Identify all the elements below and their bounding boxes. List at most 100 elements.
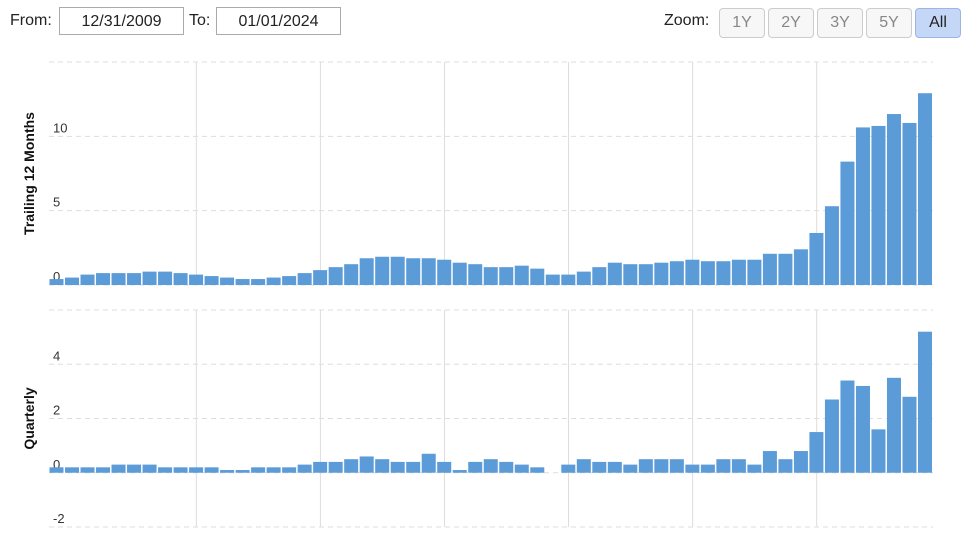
bar [483,267,498,285]
zoom-button[interactable]: 2Y [768,8,814,38]
bar [437,259,452,285]
bar [514,464,529,473]
bar [902,122,917,285]
bar [158,271,173,285]
bar [127,273,142,285]
bar [669,261,684,285]
bar [576,271,591,285]
bar [871,125,886,285]
bar [840,161,855,285]
bar [623,464,638,473]
bar [452,470,467,473]
bar [220,277,235,285]
bar [204,276,219,285]
bar [189,274,204,285]
bar [855,385,870,473]
bar [80,467,95,473]
bar [111,464,126,473]
bar [297,273,312,285]
bar [406,258,421,285]
bar [731,259,746,285]
bar [468,264,483,285]
bar [886,377,901,473]
bar [793,451,808,473]
bar [499,461,514,473]
bar [902,396,917,473]
bar [607,262,622,285]
bar [731,459,746,473]
y-tick-label: 5 [53,195,60,210]
bar [452,262,467,285]
bar [80,274,95,285]
bar [359,258,374,285]
bar [700,261,715,285]
bar [716,261,731,285]
y-axis-label: Quarterly [21,387,37,449]
bar [173,467,188,473]
bar [189,467,204,473]
bar [638,264,653,285]
bar [545,274,560,285]
bar [344,459,359,473]
bar [328,461,343,473]
bar [235,279,250,285]
bar [654,262,669,285]
bar [421,453,436,473]
to-input[interactable]: 01/01/2024 [216,7,341,35]
bar [173,273,188,285]
bar [530,467,545,473]
bar [747,464,762,473]
bar [483,459,498,473]
bar [49,467,64,473]
y-tick-label: 10 [53,120,67,135]
zoom-label: Zoom: [664,12,710,29]
bar [809,432,824,473]
bar [390,461,405,473]
y-tick-label: 0 [53,269,60,284]
bar [406,461,421,473]
bar [793,249,808,285]
bar [762,451,777,473]
bar [669,459,684,473]
zoom-button[interactable]: All [915,8,961,38]
bar [468,461,483,473]
bar [623,264,638,285]
bar [297,464,312,473]
bar [251,467,266,473]
bar [530,268,545,285]
y-tick-label: 2 [53,403,60,418]
bar [111,273,126,285]
bar [809,232,824,285]
bar [592,461,607,473]
bar [917,331,932,473]
bar [855,127,870,285]
bar [638,459,653,473]
bar [514,265,529,285]
bar [313,461,328,473]
bar [282,276,297,285]
bar [700,464,715,473]
bar [142,464,157,473]
from-input[interactable]: 12/31/2009 [59,7,184,35]
y-axis-label: Trailing 12 Months [21,112,37,235]
bar [592,267,607,285]
bar [840,380,855,473]
zoom-button[interactable]: 3Y [817,8,863,38]
bar [747,259,762,285]
bar [235,470,250,473]
y-tick-label: 4 [53,348,60,363]
from-label: From: [10,12,52,29]
bar [685,259,700,285]
bar [421,258,436,285]
bar [437,461,452,473]
bar [65,467,80,473]
bar [871,429,886,473]
zoom-button[interactable]: 5Y [866,8,912,38]
bar [561,274,576,285]
zoom-button[interactable]: 1Y [719,8,765,38]
bar [375,256,390,285]
bar [49,279,64,285]
bar [886,114,901,286]
y-tick-label: 0 [53,457,60,472]
